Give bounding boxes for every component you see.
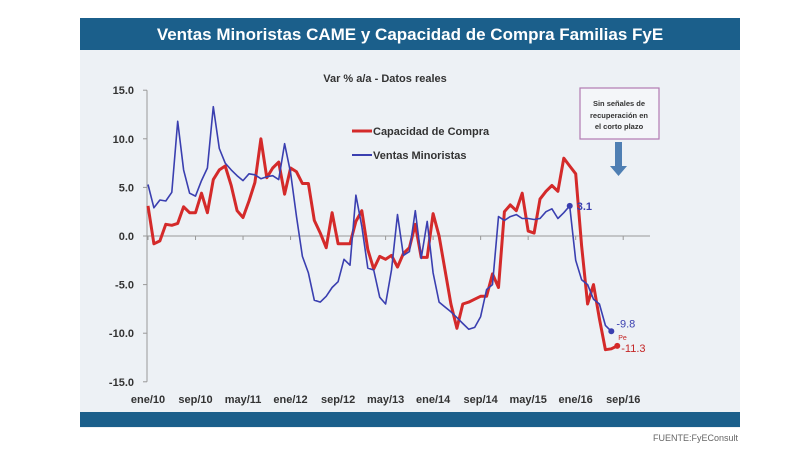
- peak-marker: [566, 202, 573, 209]
- series-line-capacidad-de-compra: [146, 137, 618, 352]
- legend-label-ventas: Ventas Minoristas: [373, 150, 467, 162]
- legend-label-capacidad: Capacidad de Compra: [373, 126, 490, 138]
- y-tick-label: 15.0: [113, 85, 134, 97]
- data-label-ventas-peak: 3.1: [577, 201, 592, 213]
- y-tick-label: 5.0: [119, 182, 134, 194]
- x-tick-label: ene/12: [273, 394, 307, 406]
- legend: Capacidad de Compra Ventas Minoristas: [352, 126, 490, 162]
- data-label-ventas-end: -9.8: [616, 318, 635, 330]
- x-tick-label: ene/16: [559, 394, 593, 406]
- x-tick-label: may/11: [225, 394, 262, 406]
- x-tick-label: sep/16: [606, 394, 640, 406]
- series-lines: [146, 105, 621, 352]
- y-axis: 15.0 10.0 5.0 0.0 -5.0 -10.0 -15.0: [109, 85, 148, 389]
- x-tick-label: sep/12: [321, 394, 355, 406]
- y-tick-label: -15.0: [109, 377, 134, 389]
- x-tick-label: may/13: [367, 394, 404, 406]
- chart-card: [80, 18, 740, 428]
- x-tick-label: ene/10: [131, 394, 165, 406]
- down-arrow-icon: [610, 142, 627, 176]
- y-tick-label: -10.0: [109, 328, 134, 340]
- source-note: FUENTE:FyEConsult: [653, 433, 739, 443]
- data-note-pe: Pe: [618, 335, 627, 342]
- x-axis: ene/10 sep/10 may/11 ene/12 sep/12 may/13 ene/…: [131, 235, 650, 406]
- x-tick-label: sep/10: [178, 394, 212, 406]
- annotation-line-1: Sin señales de: [593, 99, 645, 108]
- annotation-box: Sin señales de recuperación en el corto …: [579, 87, 660, 140]
- footer-bar: [80, 412, 740, 427]
- data-label-capacidad-end: -11.3: [621, 343, 645, 355]
- end-marker: [608, 328, 615, 335]
- y-tick-label: 10.0: [113, 134, 134, 146]
- x-tick-label: ene/14: [416, 394, 451, 406]
- x-tick-label: sep/14: [464, 394, 499, 406]
- chart-subtitle: Var % a/a - Datos reales: [323, 73, 447, 85]
- y-tick-label: 0.0: [119, 231, 134, 243]
- series-line-ventas-minoristas: [147, 105, 612, 332]
- x-tick-label: may/15: [510, 394, 547, 406]
- end-marker: [614, 342, 621, 349]
- header-bar: [80, 18, 740, 50]
- annotation-line-3: el corto plazo: [595, 122, 644, 131]
- annotation-line-2: recuperación en: [590, 111, 648, 120]
- y-tick-label: -5.0: [115, 280, 134, 292]
- chart-title: Ventas Minoristas CAME y Capacidad de Co…: [157, 25, 663, 44]
